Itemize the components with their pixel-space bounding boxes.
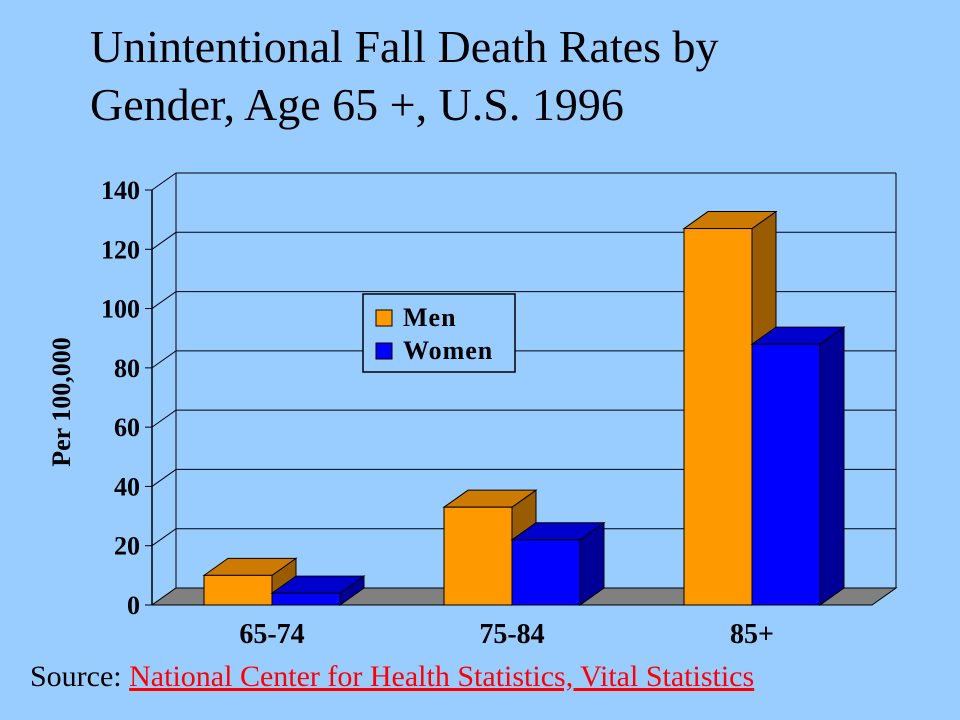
bar-men — [443, 506, 513, 606]
x-category-label: 85+ — [730, 619, 774, 650]
gridline — [151, 409, 896, 428]
legend-swatch-men — [375, 309, 393, 327]
legend-label-women: Women — [403, 336, 493, 365]
bar-women — [271, 592, 341, 606]
y-tick-label: 80 — [114, 354, 140, 383]
title-line-1: Unintentional Fall Death Rates by — [90, 21, 719, 72]
gridline — [151, 291, 896, 309]
y-tick-label: 140 — [101, 176, 140, 205]
bar-women — [511, 539, 581, 606]
legend-label-men: Men — [403, 303, 457, 332]
gridline — [151, 231, 896, 250]
bar-men — [683, 228, 753, 606]
gridline — [151, 528, 896, 547]
y-tick-label: 120 — [101, 235, 140, 264]
y-tick-label: 0 — [127, 591, 140, 620]
y-tick-label: 20 — [114, 532, 140, 561]
y-tick-label: 100 — [101, 295, 140, 324]
bar-chart: 0 20 40 60 80 100 120 140 65-74 75-84 85+ Per 100,… — [47, 172, 898, 650]
y-axis-label: Per 100,000 — [47, 337, 76, 467]
source-label: Source: — [30, 660, 122, 693]
bars — [202, 210, 846, 606]
bar-women-side — [819, 326, 845, 606]
y-tick-label: 40 — [114, 472, 140, 501]
gridline — [151, 468, 896, 487]
bar-men — [203, 574, 273, 606]
legend: Men Women — [362, 293, 516, 373]
chart-title: Unintentional Fall Death Rates by Gender… — [90, 18, 930, 134]
axes: 0 20 40 60 80 100 120 140 65-74 75-84 85+ — [101, 176, 774, 650]
title-line-2: Gender, Age 65 +, U.S. 1996 — [90, 79, 624, 130]
legend-swatch-women — [375, 342, 393, 360]
gridline — [151, 350, 896, 369]
gridline — [151, 172, 896, 191]
y-tick-label: 60 — [114, 413, 140, 442]
x-category-label: 65-74 — [239, 619, 304, 650]
source-line: Source: National Center for Health Stati… — [30, 660, 754, 694]
bar-women — [751, 343, 821, 606]
source-link[interactable]: National Center for Health Statistics, V… — [129, 660, 755, 693]
x-category-label: 75-84 — [479, 619, 544, 650]
